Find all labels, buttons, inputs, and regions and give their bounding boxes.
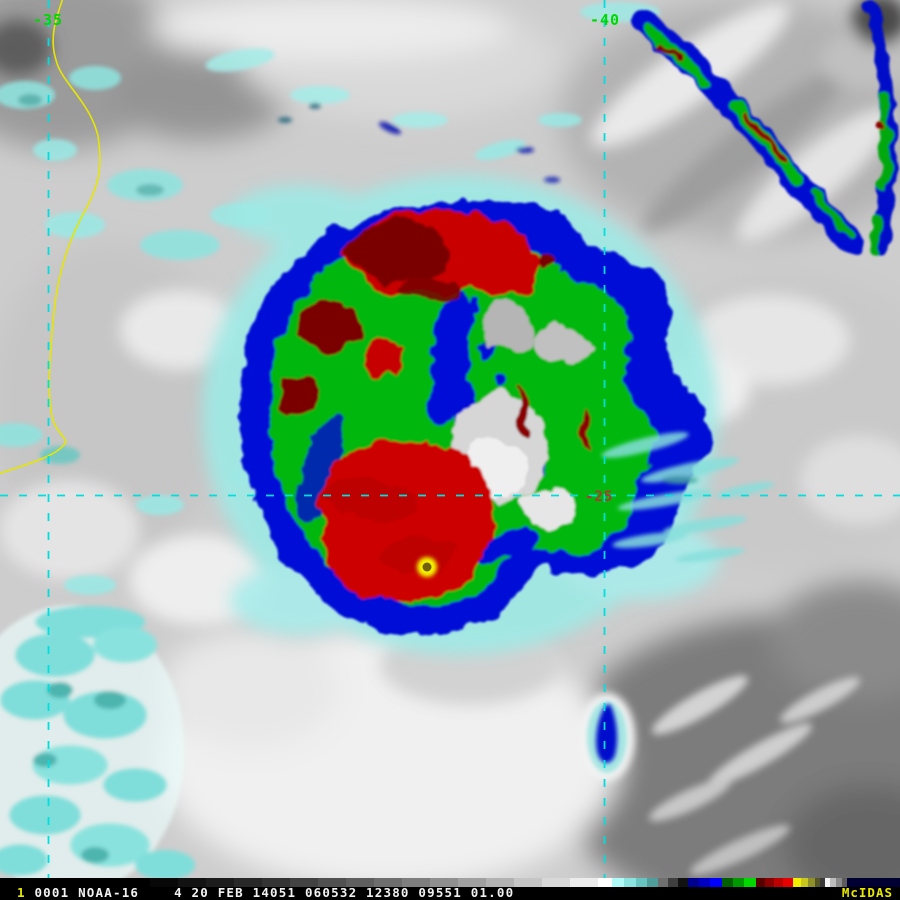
color-scale xyxy=(150,878,900,887)
cyan-fan-streaks xyxy=(601,432,775,562)
longitude-label-right: -40 xyxy=(590,11,620,29)
color-scale-block xyxy=(374,878,402,887)
longitude-label-left: -35 xyxy=(33,11,63,29)
image-info-text: 1 0001 NOAA-16 4 20 FEB 14051 060532 123… xyxy=(17,885,515,900)
isolated-cold-cell xyxy=(579,693,635,781)
color-scale-block xyxy=(847,878,900,887)
color-scale-block xyxy=(820,878,825,887)
color-scale-block xyxy=(290,878,318,887)
color-scale-block xyxy=(346,878,374,887)
color-scale-block xyxy=(699,878,710,887)
color-scale-block xyxy=(647,878,658,887)
status-bar: 1 0001 NOAA-16 4 20 FEB 14051 060532 123… xyxy=(0,878,900,900)
color-scale-block xyxy=(318,878,346,887)
image-info-values: 0001 NOAA-16 4 20 FEB 14051 060532 12380… xyxy=(34,885,515,900)
coldest-cloud-top-spot xyxy=(417,557,437,577)
color-scale-block xyxy=(678,878,688,887)
color-scale-block xyxy=(624,878,636,887)
color-scale-block xyxy=(668,878,678,887)
storm-system xyxy=(202,175,720,655)
color-scale-block xyxy=(612,878,624,887)
color-scale-block xyxy=(744,878,756,887)
mcidas-label: McIDAS xyxy=(841,885,893,900)
lat-lon-grid xyxy=(0,0,900,878)
color-scale-block xyxy=(756,878,765,887)
outer-band xyxy=(630,0,897,254)
cyan-cloud-speckles xyxy=(0,2,660,595)
color-scale-block xyxy=(514,878,542,887)
coastline xyxy=(0,0,101,475)
color-scale-block xyxy=(836,878,842,887)
latitude-label: -25 xyxy=(585,489,613,505)
color-scale-block xyxy=(793,878,801,887)
color-scale-block xyxy=(598,878,612,887)
color-scale-block xyxy=(262,878,290,887)
cloud-streaks-lower-right xyxy=(648,675,861,875)
color-scale-block xyxy=(722,878,733,887)
cyan-band-bottom-left xyxy=(0,605,195,895)
color-scale-block xyxy=(733,878,744,887)
color-scale-block xyxy=(765,878,774,887)
color-scale-block xyxy=(234,878,262,887)
color-scale-block xyxy=(808,878,815,887)
color-scale-block xyxy=(774,878,783,887)
color-scale-block xyxy=(801,878,808,887)
color-scale-block xyxy=(783,878,793,887)
color-scale-block xyxy=(815,878,820,887)
color-scale-block xyxy=(542,878,570,887)
color-scale-block xyxy=(710,878,722,887)
color-scale-block xyxy=(486,878,514,887)
color-scale-block xyxy=(150,878,178,887)
color-scale-block xyxy=(825,878,830,887)
frame-number: 1 xyxy=(17,885,35,900)
color-scale-block xyxy=(658,878,668,887)
color-scale-block xyxy=(206,878,234,887)
color-scale-block xyxy=(570,878,598,887)
color-scale-block xyxy=(688,878,699,887)
color-scale-block xyxy=(402,878,430,887)
color-scale-block xyxy=(842,878,847,887)
color-scale-block xyxy=(430,878,458,887)
color-scale-block xyxy=(636,878,647,887)
color-scale-block xyxy=(178,878,206,887)
color-scale-block xyxy=(458,878,486,887)
color-scale-block xyxy=(830,878,836,887)
